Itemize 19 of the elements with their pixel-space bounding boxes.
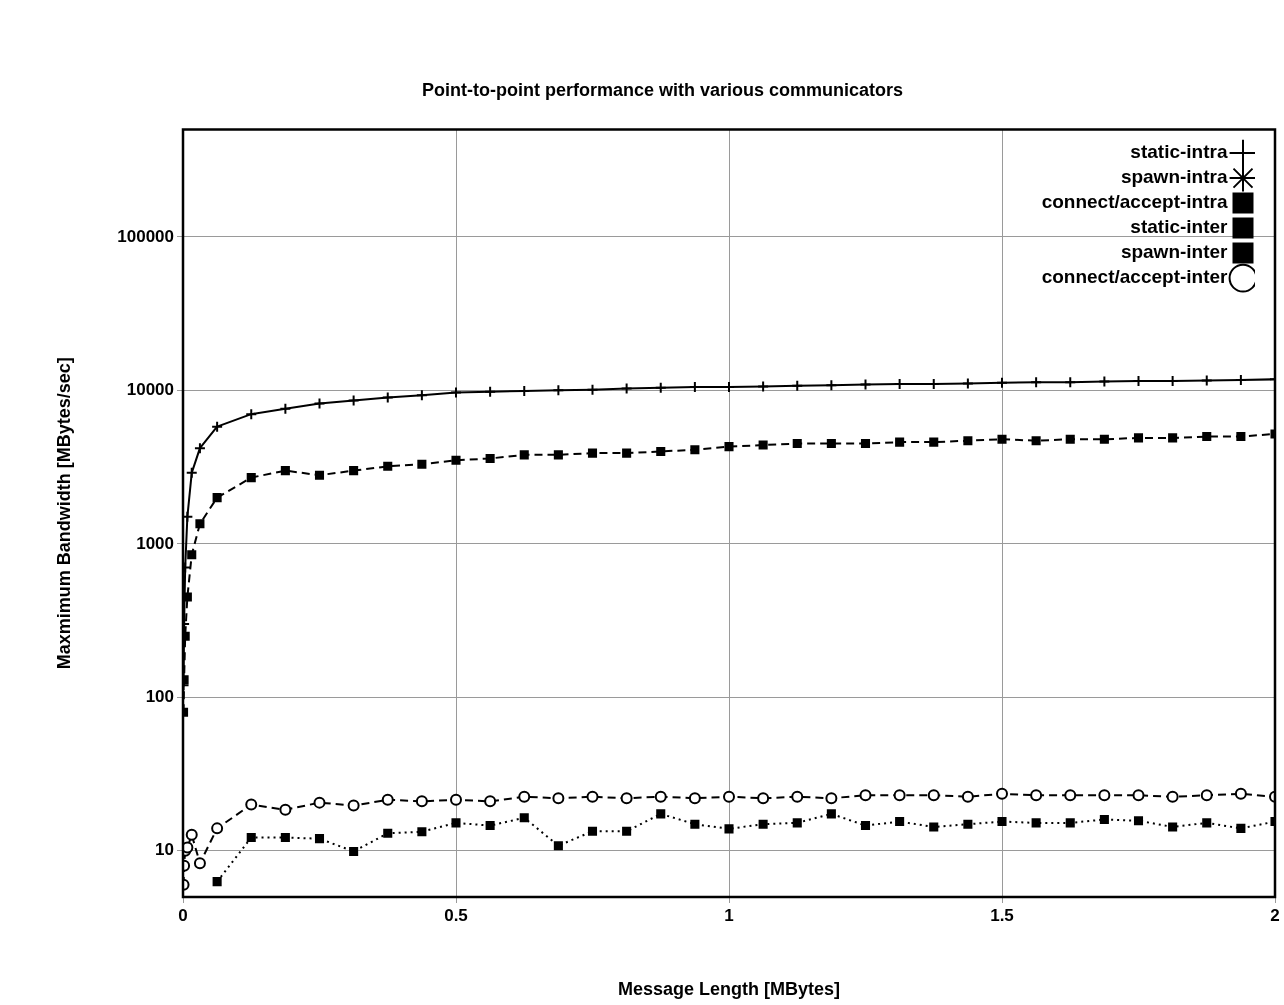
y-tick-label: 10 — [155, 840, 174, 860]
legend-label: spawn-intra — [1120, 166, 1228, 188]
legend-label: static-inter — [1130, 216, 1229, 238]
legend-label: static-intra — [1130, 141, 1228, 163]
x-tick-label: 1 — [724, 905, 734, 925]
y-tick-label: 100000 — [117, 226, 174, 246]
x-tick-label: 0 — [178, 905, 188, 925]
x-tick-label: 1.5 — [990, 905, 1014, 925]
y-tick-label: 100 — [145, 687, 174, 707]
legend-label: connect/accept-intra — [1041, 191, 1228, 213]
y-tick-label: 1000 — [136, 533, 174, 553]
x-axis-title: Message Length [MBytes] — [617, 979, 841, 1000]
x-tick-label: 0.5 — [444, 905, 468, 925]
y-axis-title: Maxmimum Bandwidth [MBytes/sec] — [53, 357, 74, 670]
chart-title: Point-to-point performance with various communicators — [421, 79, 904, 100]
x-tick-label: 2 — [1270, 905, 1280, 925]
legend-label: connect/accept-inter — [1041, 266, 1229, 288]
legend-label: spawn-inter — [1120, 241, 1229, 263]
y-tick-label: 10000 — [126, 380, 174, 400]
